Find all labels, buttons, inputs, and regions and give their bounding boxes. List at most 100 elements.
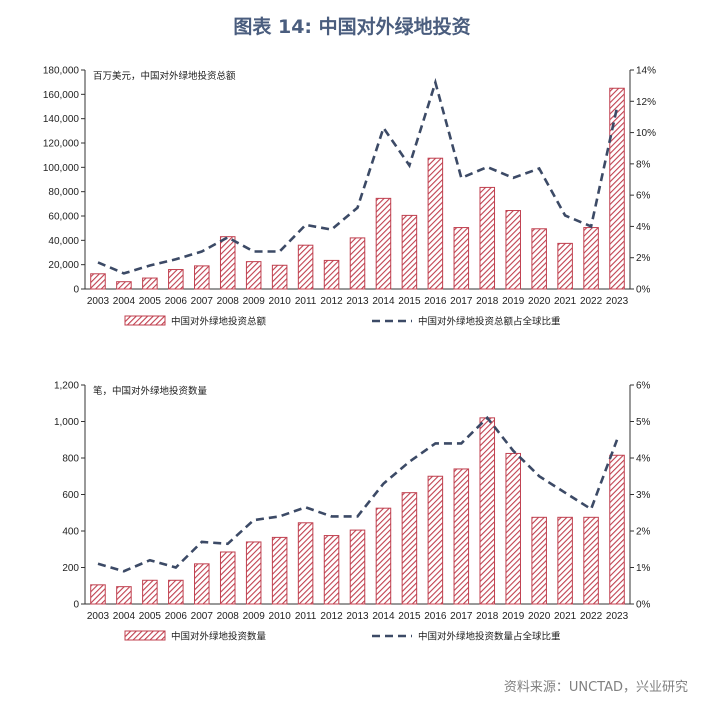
bar-2010 [271, 264, 288, 290]
x-tick-label: 2003 [87, 296, 110, 307]
left-tick-label: 40,000 [48, 236, 79, 247]
left-tick-label: 120,000 [43, 139, 80, 150]
bar-2011 [297, 522, 314, 605]
x-tick-label: 2015 [398, 296, 421, 307]
bar-2014 [375, 197, 392, 290]
x-tick-label: 2009 [243, 296, 266, 307]
x-tick-label: 2012 [320, 296, 343, 307]
x-tick-label: 2014 [372, 611, 395, 622]
x-tick-label: 2006 [165, 611, 188, 622]
x-tick-label: 2003 [87, 611, 110, 622]
legend-line-label: 中国对外绿地投资数量占全球比重 [418, 631, 561, 643]
x-tick-label: 2011 [295, 296, 317, 307]
x-tick-label: 2013 [346, 611, 369, 622]
x-tick-label: 2010 [269, 296, 292, 307]
right-tick-label: 4% [636, 222, 651, 233]
right-tick-label: 6% [636, 191, 651, 202]
bar-2013 [349, 237, 366, 290]
left-tick-label: 400 [62, 527, 79, 538]
bar-2008 [219, 236, 236, 290]
bar-2011 [297, 244, 314, 290]
source-note: 资料来源：UNCTAD，兴业研究 [503, 680, 688, 695]
bar-2013 [349, 529, 366, 605]
right-tick-label: 0% [636, 285, 651, 296]
x-tick-label: 2009 [243, 611, 266, 622]
x-tick-label: 2022 [580, 296, 603, 307]
x-tick-label: 2006 [165, 296, 188, 307]
bar-2015 [401, 214, 418, 290]
bar-2017 [453, 468, 470, 605]
bar-2004 [116, 586, 132, 605]
legend-bar-label: 中国对外绿地投资总额 [171, 316, 267, 328]
left-tick-label: 1,200 [54, 381, 79, 392]
bar-2021 [557, 242, 573, 290]
bar-2016 [427, 475, 444, 605]
right-tick-label: 1% [636, 563, 651, 574]
bar-2012 [323, 259, 340, 290]
bar-2023 [609, 87, 625, 290]
bar-2018 [479, 186, 496, 290]
x-tick-label: 2013 [346, 296, 369, 307]
left-tick-label: 60,000 [48, 212, 79, 223]
x-tick-label: 2019 [502, 296, 525, 307]
bar-2009 [245, 261, 262, 290]
chart-greenfield-count: 0 200 400 600 800 1,000 1,200 0% 1% 2% 3% 4% 5% 6% 笔，中… [54, 381, 651, 643]
x-tick-label: 2014 [372, 296, 395, 307]
x-tick-label: 2004 [113, 611, 136, 622]
x-tick-label: 2008 [217, 296, 240, 307]
x-tick-label: 2021 [554, 611, 577, 622]
x-tick-label: 2021 [554, 296, 577, 307]
bar-2007 [194, 563, 210, 605]
x-tick-label: 2004 [113, 296, 136, 307]
bar-2004 [116, 281, 132, 290]
left-tick-label: 200 [62, 563, 79, 574]
legend-bar-swatch [124, 315, 166, 326]
bar-2006 [168, 269, 184, 290]
x-tick-label: 2017 [450, 611, 473, 622]
x-tick-label: 2005 [139, 296, 162, 307]
x-tick-label: 2019 [502, 611, 525, 622]
left-tick-label: 20,000 [48, 260, 79, 271]
right-tick-label: 8% [636, 159, 651, 170]
bar-2020 [531, 228, 547, 290]
bar-2022 [583, 227, 599, 290]
legend-line-label: 中国对外绿地投资总额占全球比重 [418, 316, 561, 328]
bar-2005 [142, 277, 158, 290]
right-tick-label: 10% [636, 128, 656, 139]
bar-2017 [453, 227, 470, 290]
x-tick-label: 2017 [450, 296, 473, 307]
right-tick-label: 4% [636, 454, 651, 465]
bar-2020 [531, 516, 547, 605]
right-tick-label: 5% [636, 417, 651, 428]
bar-2003 [90, 584, 106, 605]
unit-label: 笔，中国对外绿地投资数量 [93, 385, 208, 397]
right-tick-label: 2% [636, 527, 651, 538]
left-tick-label: 600 [62, 490, 79, 501]
x-tick-label: 2016 [424, 611, 447, 622]
bar-2009 [245, 541, 262, 605]
left-tick-label: 0 [73, 285, 79, 296]
x-tick-label: 2012 [320, 611, 343, 622]
x-tick-label: 2018 [476, 611, 499, 622]
x-tick-label: 2016 [424, 296, 447, 307]
bar-2019 [505, 452, 521, 605]
right-tick-label: 3% [636, 490, 651, 501]
bar-2014 [375, 507, 392, 605]
x-tick-label: 2020 [528, 611, 551, 622]
left-tick-label: 140,000 [43, 114, 80, 125]
bar-2007 [194, 265, 210, 290]
bar-2019 [505, 210, 521, 290]
bar-2012 [323, 535, 340, 605]
bar-2015 [401, 492, 418, 605]
bar-2006 [168, 579, 184, 605]
x-tick-label: 2020 [528, 296, 551, 307]
bar-2022 [583, 516, 599, 605]
x-tick-label: 2005 [139, 611, 162, 622]
left-tick-label: 180,000 [43, 66, 80, 77]
chart-greenfield-value: 0 20,000 40,000 60,000 80,000 100,000 120,000 1… [43, 66, 656, 328]
left-tick-label: 160,000 [43, 90, 80, 101]
right-tick-label: 2% [636, 253, 651, 264]
x-tick-label: 2023 [606, 296, 629, 307]
left-tick-label: 800 [62, 454, 79, 465]
x-tick-label: 2011 [295, 611, 317, 622]
